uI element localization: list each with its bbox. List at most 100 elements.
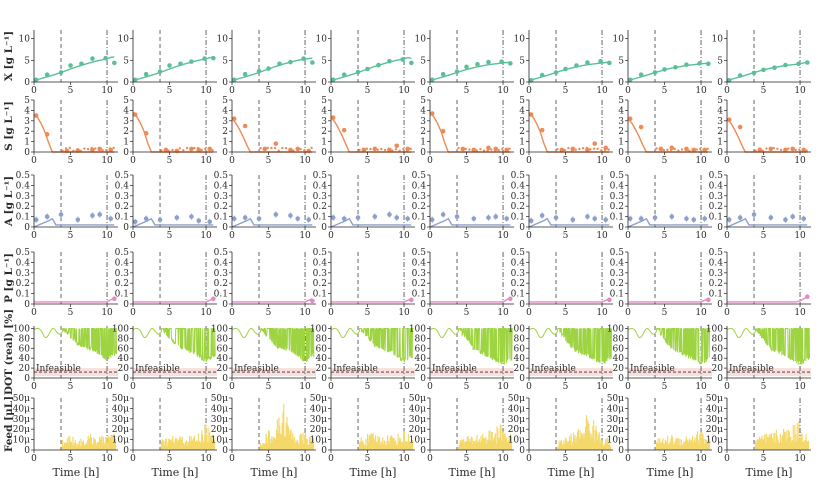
y-tick-label: 10μ	[13, 436, 30, 446]
y-tick-label: 80	[118, 334, 130, 344]
y-tick-label: 1	[123, 138, 129, 148]
data-point	[638, 124, 644, 130]
data-point	[790, 146, 796, 152]
noise-point	[592, 147, 596, 150]
model-line	[429, 61, 511, 82]
x-axis-label: Time [h]	[53, 466, 100, 479]
y-tick-label: 0.2	[511, 279, 525, 289]
y-tick-label: 30μ	[13, 415, 30, 425]
y-tick-label: 5	[519, 56, 525, 66]
y-tick-label: 40	[217, 354, 229, 364]
x-tick-label: 5	[761, 86, 767, 96]
y-tick-label: 3	[24, 117, 30, 127]
x-tick-label: 10	[398, 454, 410, 464]
data-point	[372, 214, 378, 219]
noise-point	[193, 146, 196, 150]
noise-point	[182, 149, 185, 152]
x-tick-label: 5	[464, 156, 470, 166]
data-point	[471, 147, 477, 153]
data-point	[761, 67, 766, 73]
data-point	[768, 215, 774, 220]
noise-point	[798, 148, 801, 151]
data-point	[341, 72, 347, 77]
model-line	[34, 297, 115, 303]
noise-point	[556, 147, 559, 151]
y-tick-label: 0.5	[511, 171, 526, 181]
y-tick-label: 0.2	[115, 279, 129, 289]
model-line	[627, 217, 709, 228]
x-tick-label: 5	[662, 382, 668, 392]
data-point	[266, 66, 271, 71]
x-tick-label: 0	[31, 231, 37, 241]
y-tick-label: 0.5	[709, 248, 724, 258]
x-tick-label: 10	[398, 156, 410, 166]
x-tick-label: 0	[724, 86, 730, 96]
x-tick-label: 10	[398, 231, 410, 241]
x-tick-label: 0	[625, 308, 631, 318]
y-tick-label: 0	[717, 148, 723, 158]
y-tick-label: 0	[222, 446, 228, 456]
x-tick-label: 5	[167, 86, 173, 96]
data-point	[163, 147, 169, 153]
y-tick-label: 100	[13, 324, 30, 334]
data-point	[499, 59, 504, 64]
data-point	[211, 55, 216, 61]
data-point	[405, 216, 410, 221]
x-tick-label: 10	[101, 382, 113, 392]
data-point	[805, 60, 810, 65]
y-tick-label: 0	[321, 374, 327, 384]
y-tick-label: 4	[123, 106, 129, 116]
x-tick-label: 5	[662, 308, 668, 318]
x-tick-label: 0	[526, 231, 532, 241]
y-tick-label: 2	[222, 127, 228, 137]
y-tick-label: 0.2	[610, 202, 624, 212]
noise-point	[482, 149, 486, 152]
x-tick-label: 10	[200, 156, 212, 166]
noise-point	[805, 149, 808, 152]
data-point	[288, 147, 293, 153]
noise-point	[185, 146, 189, 150]
y-tick-label: 4	[717, 106, 723, 116]
model-line	[726, 118, 808, 153]
data-point	[751, 70, 757, 76]
data-point	[652, 215, 658, 220]
data-point	[772, 65, 777, 70]
y-tick-label: 0.3	[709, 269, 724, 279]
data-point	[737, 73, 743, 78]
data-point	[108, 216, 113, 221]
y-tick-label: 40μ	[508, 404, 525, 414]
data-point	[805, 294, 810, 300]
noise-point	[284, 146, 288, 150]
y-tick-label: 10μ	[607, 436, 624, 446]
y-tick-label: 20	[613, 364, 625, 374]
panel-P-reactor-3: 00.10.20.30.40.5 0 5 10	[214, 248, 316, 318]
noise-point	[310, 146, 313, 150]
panel-A-reactor-2: 00.10.20.30.40.5 0 5 10	[115, 171, 217, 241]
data-point	[796, 61, 801, 67]
panel-A-reactor-3: 00.10.20.30.40.5 0 5 10	[214, 171, 316, 241]
data-point	[528, 112, 534, 117]
y-tick-label: 0.4	[412, 258, 427, 268]
data-point	[207, 219, 212, 225]
y-tick-label: 3	[519, 117, 525, 127]
y-tick-label: 5	[123, 56, 129, 66]
y-tick-label: 0	[618, 446, 624, 456]
data-point	[607, 297, 612, 303]
y-tick-label: 80	[316, 334, 328, 344]
noise-point	[178, 147, 181, 150]
data-point	[90, 147, 95, 153]
data-point	[394, 215, 400, 220]
y-tick-label: 5	[321, 56, 327, 66]
data-point	[585, 214, 590, 219]
data-point	[528, 77, 534, 83]
y-tick-label: 40μ	[112, 404, 129, 414]
model-line	[330, 117, 412, 153]
x-tick-label: 0	[526, 86, 532, 96]
y-tick-label: 20	[316, 364, 328, 374]
y-tick-label: 0.3	[214, 192, 229, 202]
